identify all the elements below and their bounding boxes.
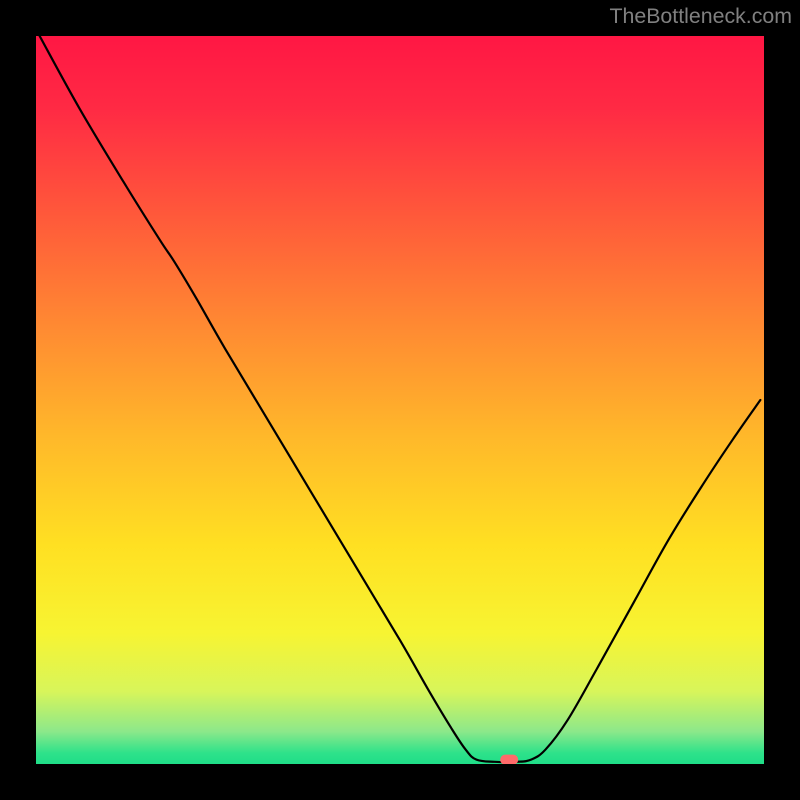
chart-svg bbox=[36, 36, 764, 764]
gradient-background bbox=[36, 36, 764, 764]
watermark-text: TheBottleneck.com bbox=[609, 4, 792, 29]
plot-area bbox=[36, 36, 764, 764]
chart-frame: TheBottleneck.com bbox=[0, 0, 800, 800]
optimal-point-marker bbox=[500, 755, 518, 764]
